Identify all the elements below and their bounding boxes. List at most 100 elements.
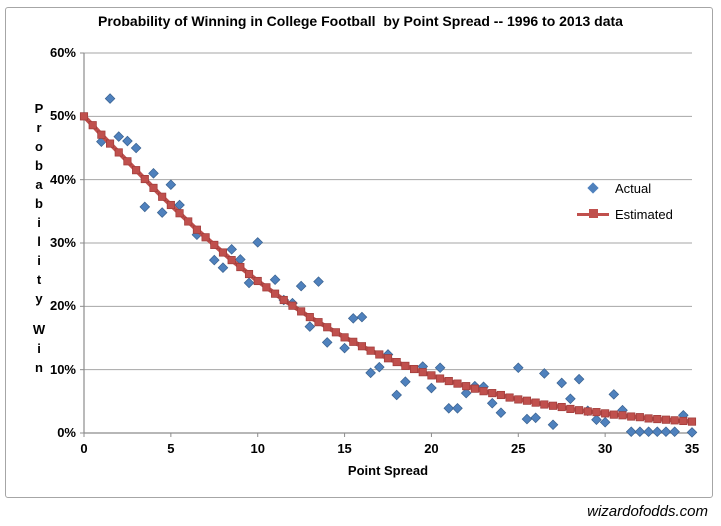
estimated-point xyxy=(436,374,445,383)
actual-point xyxy=(356,311,368,323)
actual-point xyxy=(130,142,142,154)
actual-point xyxy=(591,414,602,425)
estimated-point xyxy=(540,400,549,409)
estimated-point xyxy=(271,289,280,298)
actual-point xyxy=(434,362,446,374)
y-tick-label: 50% xyxy=(49,108,76,124)
estimated-point xyxy=(166,200,175,210)
estimated-point xyxy=(505,393,514,402)
estimated-point xyxy=(679,416,688,426)
estimated-point xyxy=(418,368,427,377)
diamond-marker-icon xyxy=(577,182,609,194)
estimated-point xyxy=(383,354,393,363)
estimated-point xyxy=(496,390,505,400)
actual-point xyxy=(556,377,568,389)
actual-point xyxy=(156,207,168,218)
actual-point xyxy=(634,426,646,438)
actual-point xyxy=(669,426,680,438)
x-axis-title: Point Spread xyxy=(347,463,429,478)
legend-label-actual: Actual xyxy=(615,180,652,196)
estimated-point xyxy=(218,248,228,257)
x-tick-label: 30 xyxy=(597,441,613,456)
estimated-point xyxy=(279,295,288,305)
estimated-point xyxy=(375,350,384,359)
actual-point xyxy=(104,93,116,104)
x-tick-label: 25 xyxy=(511,441,526,456)
x-tick-label: 0 xyxy=(80,441,88,456)
actual-point xyxy=(122,135,133,147)
actual-point xyxy=(521,413,533,425)
chart-title: Probability of Winning in College Footba… xyxy=(98,13,623,29)
estimated-point xyxy=(349,337,358,346)
actual-point xyxy=(686,427,698,438)
actual-point xyxy=(651,426,663,438)
estimated-point xyxy=(514,395,523,404)
estimated-point xyxy=(210,240,219,249)
estimated-point xyxy=(88,121,97,130)
estimated-point xyxy=(366,346,375,355)
actual-point xyxy=(565,393,576,405)
actual-point xyxy=(295,280,307,292)
actual-point xyxy=(269,274,281,286)
x-tick-label: 20 xyxy=(424,441,439,456)
actual-point xyxy=(460,387,472,399)
actual-point xyxy=(391,389,402,401)
estimated-point xyxy=(140,174,149,184)
estimated-point xyxy=(522,396,532,405)
estimated-point xyxy=(601,409,610,418)
estimated-point xyxy=(644,414,653,423)
actual-point xyxy=(573,373,585,385)
estimated-point xyxy=(158,192,167,201)
estimated-point xyxy=(253,276,262,286)
estimated-point xyxy=(618,411,627,420)
estimated-point xyxy=(687,417,697,426)
x-tick-label: 10 xyxy=(250,441,265,456)
estimated-point xyxy=(305,313,314,322)
estimated-point xyxy=(340,333,349,342)
actual-point xyxy=(113,131,125,142)
actual-point xyxy=(148,168,159,179)
estimated-point xyxy=(323,323,332,332)
actual-point xyxy=(495,407,507,419)
estimated-point xyxy=(592,408,601,417)
estimated-point xyxy=(106,139,115,148)
actual-point xyxy=(226,244,237,255)
estimated-point xyxy=(236,263,245,272)
estimated-point xyxy=(97,130,106,139)
estimated-point xyxy=(670,416,679,425)
legend-item-actual: Actual xyxy=(577,175,673,201)
estimated-point xyxy=(123,157,132,166)
estimated-point xyxy=(470,384,479,393)
actual-point xyxy=(400,376,411,387)
x-tick-label: 15 xyxy=(337,441,352,456)
estimated-point xyxy=(462,382,471,391)
actual-point xyxy=(252,237,264,248)
actual-point xyxy=(165,179,177,191)
estimated-point xyxy=(79,112,89,121)
actual-point xyxy=(643,426,654,438)
actual-point xyxy=(660,426,672,438)
estimated-point xyxy=(453,379,462,388)
estimated-point xyxy=(557,402,566,412)
estimated-line xyxy=(82,114,693,424)
line-square-marker-icon xyxy=(577,208,609,220)
x-tick-label: 5 xyxy=(167,441,175,456)
estimated-point xyxy=(627,412,636,421)
actual-point xyxy=(625,426,637,438)
estimated-point xyxy=(653,415,662,424)
estimated-point xyxy=(427,371,436,380)
actual-point xyxy=(426,382,437,394)
estimated-point xyxy=(661,415,670,424)
estimated-point xyxy=(566,404,575,413)
y-tick-label: 60% xyxy=(49,45,76,60)
legend-label-estimated: Estimated xyxy=(615,206,673,222)
estimated-point xyxy=(548,401,558,410)
actual-point xyxy=(243,277,255,289)
estimated-point xyxy=(262,283,271,292)
estimated-point xyxy=(227,256,236,265)
actual-point xyxy=(530,412,541,424)
actual-point xyxy=(374,361,385,373)
actual-point xyxy=(313,276,324,287)
